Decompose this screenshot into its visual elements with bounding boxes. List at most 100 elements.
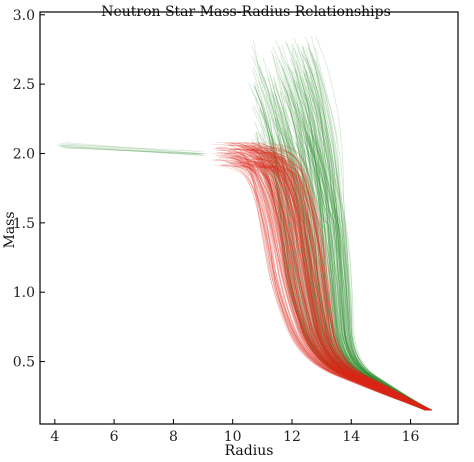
- red-curve: [267, 151, 427, 411]
- red-curve: [270, 150, 431, 411]
- green-curve: [290, 109, 430, 411]
- red-curve: [240, 146, 430, 411]
- red-curve: [243, 145, 429, 411]
- red-curve: [221, 165, 428, 411]
- green-curve: [58, 144, 206, 155]
- green-curve: [61, 145, 204, 155]
- green-curve: [284, 129, 431, 411]
- red-curve: [245, 145, 432, 411]
- green-curve: [251, 138, 431, 411]
- red-curve: [216, 155, 429, 411]
- green-curve: [303, 147, 432, 411]
- green-curve: [291, 69, 429, 411]
- green-curve: [263, 76, 427, 411]
- red-curve: [224, 142, 429, 411]
- green-curve: [305, 136, 431, 411]
- red-curve: [234, 164, 427, 411]
- green-curve: [278, 75, 427, 411]
- green-curve: [318, 102, 428, 411]
- green-curve: [314, 59, 426, 411]
- red-curve: [249, 152, 431, 411]
- green-curve: [302, 111, 427, 411]
- green-curve: [292, 78, 426, 411]
- red-curve: [261, 149, 432, 411]
- green-curve: [301, 88, 426, 411]
- green-curve: [305, 48, 426, 411]
- green-curve: [305, 78, 433, 411]
- green-curve: [289, 89, 430, 411]
- green-curve: [285, 41, 428, 411]
- red-curve: [270, 147, 427, 411]
- green-curve: [255, 98, 428, 411]
- green-curve: [308, 48, 431, 411]
- red-curve: [257, 152, 428, 411]
- green-curve: [272, 54, 430, 411]
- green-curve: [276, 124, 428, 411]
- red-curve: [228, 144, 427, 411]
- green-curve: [303, 73, 432, 411]
- red-curve: [243, 148, 430, 411]
- green-curve: [283, 86, 425, 411]
- green-curve: [272, 92, 427, 411]
- red-curve: [216, 146, 429, 411]
- red-curve: [257, 166, 432, 411]
- green-curve: [254, 145, 426, 411]
- red-curve: [234, 157, 432, 411]
- x-axis: 4 6 8 10 12 14 16: [50, 419, 420, 445]
- green-curve: [259, 132, 426, 411]
- green-curve: [296, 43, 427, 411]
- red-curve: [253, 161, 427, 411]
- red-curve: [251, 142, 428, 411]
- green-curve: [272, 124, 426, 411]
- red-curve: [255, 162, 426, 411]
- red-curve: [255, 157, 426, 411]
- green-curve: [296, 117, 432, 411]
- x-tick-label: 14: [342, 429, 360, 445]
- red-curve: [250, 152, 429, 411]
- green-curve: [302, 115, 426, 411]
- red-curve: [227, 157, 427, 411]
- green-curve: [272, 137, 431, 411]
- green-curve: [294, 70, 426, 411]
- red-curve: [238, 165, 429, 411]
- red-curve: [229, 142, 428, 411]
- green-curve: [64, 147, 203, 155]
- red-curve: [244, 161, 430, 411]
- green-curve: [274, 56, 427, 411]
- green-curve: [295, 141, 430, 411]
- red-curve: [262, 152, 430, 411]
- red-curve: [230, 156, 425, 411]
- red-curve: [221, 164, 428, 411]
- green-curve: [288, 138, 432, 411]
- red-curve: [269, 165, 428, 411]
- green-curve: [308, 135, 431, 411]
- red-curve: [237, 142, 430, 411]
- green-curve: [276, 150, 430, 411]
- red-curve: [236, 158, 428, 411]
- red-curve: [227, 142, 430, 411]
- red-curve: [214, 160, 428, 411]
- green-curve: [268, 69, 432, 411]
- red-curve: [229, 145, 430, 411]
- red-curve: [240, 146, 430, 411]
- green-curve: [295, 124, 431, 411]
- red-curve: [224, 160, 432, 411]
- red-curve: [252, 148, 428, 411]
- green-curve: [264, 94, 426, 411]
- red-curve: [248, 152, 432, 411]
- red-curve: [228, 151, 429, 411]
- green-curve: [281, 127, 432, 411]
- green-curve: [305, 36, 430, 411]
- red-curve: [262, 151, 426, 411]
- green-curve: [295, 59, 428, 411]
- green-curve: [294, 84, 426, 411]
- red-curve: [247, 148, 427, 411]
- green-curve: [286, 89, 429, 411]
- red-curve: [231, 157, 432, 411]
- green-curve: [290, 57, 426, 411]
- red-curve: [216, 152, 427, 411]
- green-curve: [303, 70, 429, 411]
- red-curve: [246, 163, 426, 411]
- green-curve: [315, 72, 431, 411]
- red-curve: [244, 160, 431, 411]
